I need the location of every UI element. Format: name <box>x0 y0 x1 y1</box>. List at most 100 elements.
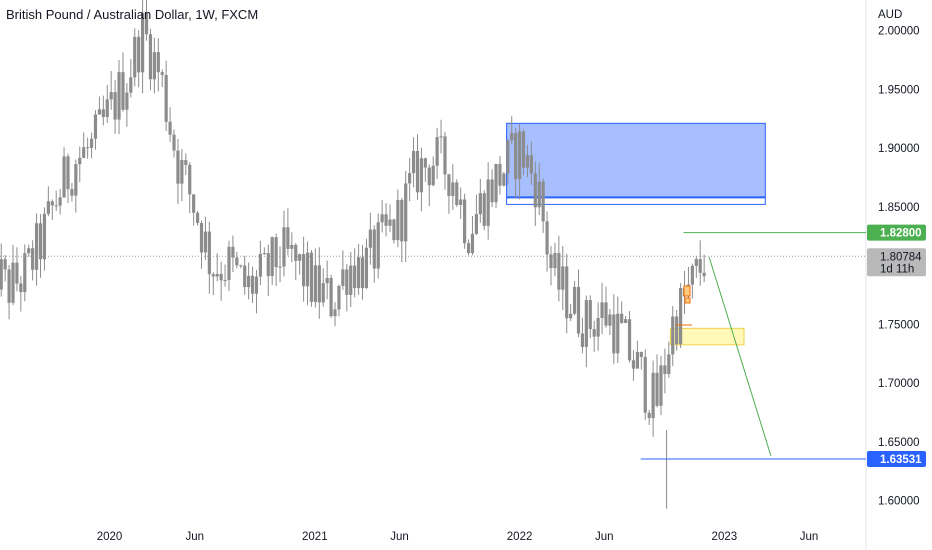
candle-body <box>164 75 168 122</box>
candle-body <box>651 372 655 419</box>
candle-body <box>34 223 39 270</box>
candle-body <box>137 36 141 73</box>
candle-body <box>286 227 290 249</box>
candle-body <box>235 257 239 266</box>
candle-body <box>74 164 78 196</box>
candle-body <box>192 194 196 213</box>
y-tick-label: 1.60000 <box>878 496 920 508</box>
candle-body <box>266 253 270 277</box>
current-price-badge <box>867 248 926 277</box>
candle-body <box>144 12 149 35</box>
candle-body <box>411 150 416 174</box>
candle-body <box>663 365 667 375</box>
order-marker <box>684 297 691 304</box>
candle-body <box>565 266 569 319</box>
y-tick-label: 1.85000 <box>878 202 920 214</box>
candle-body <box>435 137 439 166</box>
candle-body <box>510 132 514 141</box>
candle-body <box>148 34 153 80</box>
candle-body <box>105 99 109 118</box>
candle-body <box>549 254 553 269</box>
candle-body <box>678 287 683 345</box>
candle-body <box>231 246 235 258</box>
candle-body <box>219 273 223 281</box>
y-tick-label: 1.70000 <box>878 378 920 390</box>
candle-body <box>160 72 164 76</box>
candle-body <box>313 265 317 302</box>
candle-body <box>690 265 694 285</box>
candle-body <box>101 109 105 118</box>
candle-body <box>58 197 62 206</box>
candle-body <box>19 283 23 293</box>
x-tick-label: Jun <box>185 531 204 543</box>
supply-zone-lower <box>506 196 766 205</box>
candle-body <box>608 314 612 326</box>
candle-body <box>341 269 345 286</box>
candle-body <box>372 229 376 269</box>
candle-body <box>659 365 663 406</box>
support-badge <box>867 451 926 468</box>
candle-body <box>345 269 349 295</box>
candle-body <box>443 136 447 175</box>
candle-body <box>298 254 302 261</box>
candle-body <box>506 140 510 174</box>
candle-body <box>557 253 561 290</box>
candle-body <box>117 72 121 120</box>
candle-body <box>317 265 321 303</box>
candle-body <box>380 214 384 223</box>
candle-body <box>199 222 204 253</box>
candle-body <box>89 138 94 148</box>
x-tick-label: Jun <box>390 531 409 543</box>
candle-body <box>270 237 274 277</box>
candle-body <box>262 253 266 255</box>
candle-body <box>459 199 463 206</box>
candle-body <box>474 214 478 234</box>
chart-title: British Pound / Australian Dollar, 1W, F… <box>6 7 259 22</box>
candle-body <box>698 259 702 273</box>
candle-body <box>360 257 365 288</box>
candle-body <box>66 156 70 190</box>
candle-body <box>195 212 200 223</box>
candle-body <box>302 254 306 287</box>
candle-body <box>419 158 424 193</box>
candle-body <box>207 231 211 275</box>
candle-body <box>545 221 549 255</box>
x-tick-label: 2021 <box>302 531 328 543</box>
candle-body <box>274 237 278 267</box>
candle-body <box>54 205 58 207</box>
candle-body <box>254 276 259 294</box>
candle-body <box>223 279 227 281</box>
candle-body <box>671 316 675 355</box>
candle-body <box>113 92 117 120</box>
candle-body <box>392 219 396 241</box>
candle-body <box>455 182 459 206</box>
y-tick-label: 1.75000 <box>878 319 920 331</box>
candle-body <box>627 319 632 361</box>
candle-body <box>353 265 357 289</box>
candle-body <box>203 231 208 253</box>
x-tick-label: Jun <box>800 531 819 543</box>
candle-body <box>396 200 400 241</box>
x-tick-label: Jun <box>595 531 614 543</box>
candle-body <box>620 313 624 323</box>
candle-body <box>227 246 231 280</box>
candle-body <box>333 309 337 317</box>
support-badge-label: 1.63531 <box>880 454 922 466</box>
candle-body <box>604 302 608 326</box>
candle-body <box>643 356 647 413</box>
candle-body <box>93 114 98 139</box>
candle-body <box>376 222 380 269</box>
demand-zone <box>669 327 745 346</box>
candle-body <box>694 259 698 266</box>
candle-body <box>521 131 526 168</box>
candle-body <box>329 277 333 317</box>
candle-body <box>156 52 160 73</box>
projection-line <box>708 257 772 456</box>
y-tick-label: 1.90000 <box>878 143 920 155</box>
candle-body <box>211 274 215 277</box>
candle-body <box>584 300 588 347</box>
candle-body <box>309 252 314 302</box>
candle-body <box>498 164 502 186</box>
